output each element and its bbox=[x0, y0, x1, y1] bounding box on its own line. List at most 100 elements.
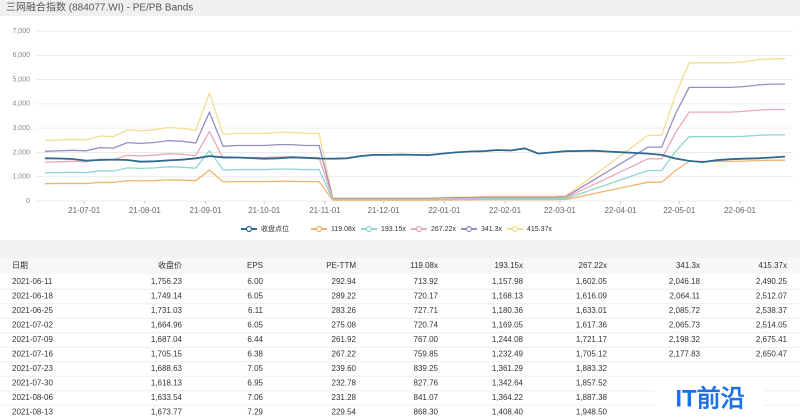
legend-dot bbox=[365, 225, 373, 233]
y-tick-label: 6,000 bbox=[12, 52, 30, 59]
table-cell: 6.05 bbox=[247, 321, 263, 330]
table-cell: 1,673.77 bbox=[151, 408, 183, 417]
table-cell: 6.05 bbox=[247, 292, 263, 301]
table-cell: 1,232.49 bbox=[492, 350, 524, 359]
table-cell: 1,617.36 bbox=[576, 321, 608, 330]
table-cell: 289.22 bbox=[332, 292, 357, 301]
x-tick-label: 21-07-01 bbox=[68, 206, 101, 215]
table-cell: 7.29 bbox=[247, 408, 263, 417]
table-cell: 1,705.15 bbox=[151, 350, 183, 359]
table-cell: 232.78 bbox=[332, 379, 357, 388]
table-cell: 1,756.23 bbox=[151, 277, 183, 286]
column-header: 415.37x bbox=[759, 261, 787, 270]
table-cell: 868.30 bbox=[414, 408, 439, 417]
table-cell: 2,538.37 bbox=[756, 306, 788, 315]
logo-bg bbox=[655, 378, 765, 419]
table-cell: 1,633.54 bbox=[151, 393, 183, 402]
y-tick-label: 7,000 bbox=[12, 28, 30, 35]
table-cell: 2,198.32 bbox=[669, 335, 701, 344]
table-cell: 2021-07-16 bbox=[12, 350, 53, 359]
legend-dot bbox=[465, 225, 473, 233]
table-cell: 231.28 bbox=[332, 393, 357, 402]
title-bar bbox=[0, 0, 800, 16]
column-header: PE-TTM bbox=[326, 261, 356, 270]
table-cell: 1,664.96 bbox=[151, 321, 183, 330]
table-cell: 839.25 bbox=[414, 364, 439, 373]
table-cell: 2,177.83 bbox=[669, 350, 701, 359]
legend-dot bbox=[315, 225, 323, 233]
y-tick-label: 5,000 bbox=[12, 76, 30, 83]
logo-text: IT前沿 bbox=[675, 384, 744, 412]
table-cell: 827.76 bbox=[414, 379, 439, 388]
table-cell: 1,361.29 bbox=[492, 364, 524, 373]
chart-area: 0 1,000 2,000 3,000 4,000 5,000 6,000 7,000 21-0… bbox=[12, 28, 793, 233]
legend-dot bbox=[511, 225, 519, 233]
logo: IT前沿 bbox=[655, 378, 765, 419]
table-cell: 1,948.50 bbox=[576, 408, 608, 417]
table-cell: 239.60 bbox=[332, 364, 357, 373]
legend-dot bbox=[415, 225, 423, 233]
legend-label: 119.08x bbox=[331, 226, 356, 233]
table-cell: 261.92 bbox=[332, 335, 357, 344]
table-cell: 2021-06-25 bbox=[12, 306, 53, 315]
column-header: 267.22x bbox=[579, 261, 607, 270]
table-cell: 2,085.72 bbox=[669, 306, 701, 315]
table-cell: 6.95 bbox=[247, 379, 263, 388]
x-tick-label: 21-12-01 bbox=[368, 206, 401, 215]
table-cell: 1,602.05 bbox=[576, 277, 608, 286]
table-cell: 1,688.63 bbox=[151, 364, 183, 373]
legend-label: 341.3x bbox=[481, 226, 503, 233]
table-header-bg bbox=[0, 258, 800, 274]
table-cell: 1,169.05 bbox=[492, 321, 524, 330]
legend-label: 267.22x bbox=[431, 226, 456, 233]
table-cell: 841.07 bbox=[414, 393, 439, 402]
table-cell: 720.17 bbox=[414, 292, 439, 301]
table-cell: 759.85 bbox=[414, 350, 439, 359]
series-line bbox=[44, 147, 786, 164]
legend-label: 收盘点位 bbox=[261, 224, 289, 233]
y-tick-label: 0 bbox=[26, 198, 30, 205]
table-cell: 275.08 bbox=[332, 321, 357, 330]
table-cell: 2,675.41 bbox=[756, 335, 788, 344]
legend-dot bbox=[245, 225, 253, 233]
table-cell: 229.54 bbox=[332, 408, 357, 417]
table-cell: 2,514.05 bbox=[756, 321, 788, 330]
table-cell: 7.05 bbox=[247, 364, 263, 373]
table-cell: 1,364.22 bbox=[492, 393, 524, 402]
table-cell: 2021-08-13 bbox=[12, 408, 53, 417]
table-cell: 6.00 bbox=[247, 277, 263, 286]
table-cell: 2021-07-23 bbox=[12, 364, 53, 373]
series-line bbox=[44, 134, 785, 201]
table-cell: 2,064.11 bbox=[669, 292, 700, 301]
separator bbox=[0, 240, 800, 258]
x-tick-label: 22-03-01 bbox=[544, 206, 577, 215]
column-header: 119.08x bbox=[410, 261, 438, 270]
legend-label: 193.15x bbox=[381, 226, 406, 233]
x-tick-label: 21-10-01 bbox=[248, 206, 281, 215]
table-cell: 7.06 bbox=[247, 393, 263, 402]
column-header: 收盘价 bbox=[158, 260, 182, 270]
x-tick-label: 22-01-01 bbox=[428, 206, 461, 215]
x-tick-label: 21-08-01 bbox=[129, 206, 162, 215]
table-cell: 727.71 bbox=[414, 306, 439, 315]
column-header: 193.15x bbox=[495, 261, 523, 270]
table-cell: 1,244.08 bbox=[492, 335, 524, 344]
table-cell: 2021-06-18 bbox=[12, 292, 53, 301]
x-tick-label: 22-02-01 bbox=[489, 206, 522, 215]
table-cell: 2021-06-11 bbox=[12, 277, 53, 286]
column-header: EPS bbox=[247, 261, 263, 270]
table-cell: 1,731.03 bbox=[151, 306, 183, 315]
table-cell: 2021-08-06 bbox=[12, 393, 53, 402]
table-cell: 2021-07-02 bbox=[12, 321, 53, 330]
table-cell: 6.11 bbox=[248, 306, 264, 315]
y-tick-label: 3,000 bbox=[12, 125, 30, 132]
y-tick-label: 4,000 bbox=[12, 101, 30, 108]
column-header: 日期 bbox=[12, 261, 28, 270]
table-cell: 2021-07-30 bbox=[12, 379, 53, 388]
x-tick-label: 22-04-01 bbox=[605, 206, 638, 215]
y-tick-label: 2,000 bbox=[12, 149, 30, 156]
table-cell: 2,490.25 bbox=[756, 277, 788, 286]
table: 日期 收盘价 EPS PE-TTM 119.08x 193.15x 267.22x 341.3… bbox=[0, 260, 800, 417]
table-cell: 767.00 bbox=[414, 335, 439, 344]
